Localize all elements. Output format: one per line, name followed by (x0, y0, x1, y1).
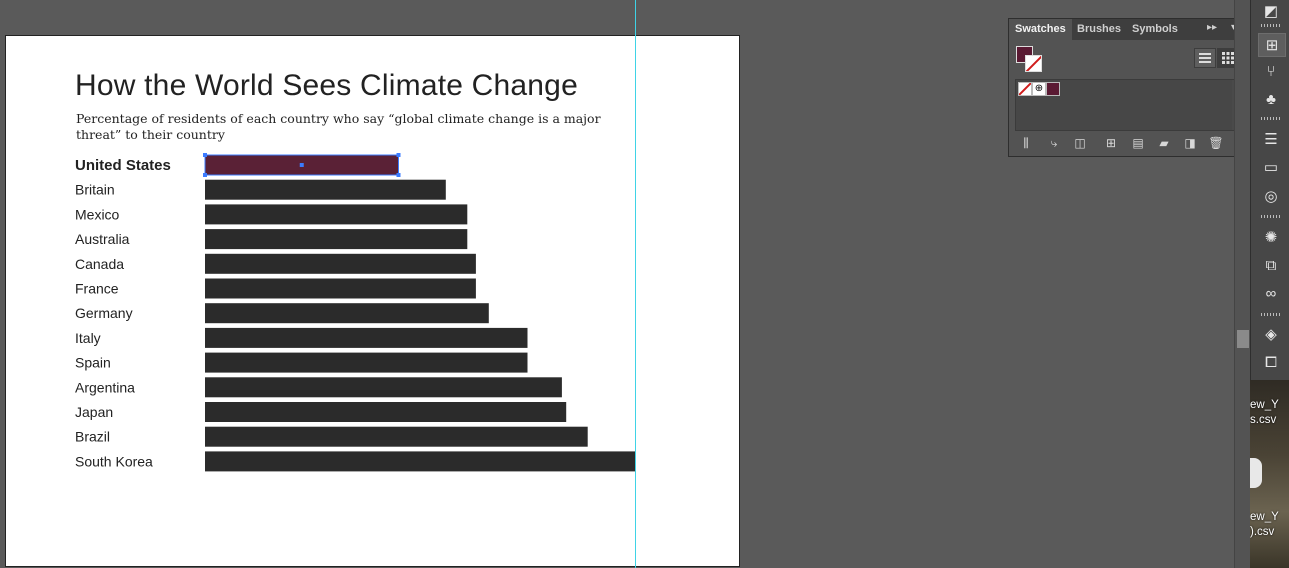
category-label[interactable]: South Korea (75, 453, 153, 469)
category-label[interactable]: Japan (75, 404, 113, 420)
symbols-icon[interactable]: ♣ (1266, 90, 1276, 108)
selection-handle[interactable] (299, 163, 304, 167)
color-group-icon[interactable]: ▤ (1132, 136, 1144, 150)
bar[interactable] (205, 451, 635, 472)
category-label[interactable]: Britain (75, 182, 115, 198)
category-label[interactable]: United States (75, 157, 171, 174)
category-label[interactable]: Mexico (75, 206, 120, 222)
swatch-options-icon[interactable]: ⊞ (1105, 136, 1117, 150)
new-color-group-icon[interactable]: ▰ (1159, 136, 1169, 150)
bar[interactable] (205, 204, 468, 225)
artboard[interactable]: How the World Sees Climate Change Percen… (5, 35, 740, 567)
bar[interactable] (205, 402, 567, 422)
file-icon[interactable] (1250, 458, 1262, 488)
collapse-panel-icon[interactable]: ▸▸ (1207, 22, 1218, 33)
selection-bounding-box[interactable] (204, 154, 399, 176)
swatches-icon[interactable]: ⊞ (1258, 33, 1286, 57)
layers-icon[interactable]: ◈ (1265, 326, 1277, 343)
selection-handle[interactable] (203, 173, 207, 177)
new-swatch-icon[interactable]: ◨ (1184, 136, 1196, 150)
bar[interactable] (205, 253, 476, 274)
brushes-icon[interactable]: ⑂ (1266, 62, 1276, 80)
swatches-panel: Swatches Brushes Symbols ▸▸ ▾☰ ⊕ ▲▼ ⫼ ⤷ … (1008, 18, 1250, 157)
chart-title[interactable]: How the World Sees Climate Change (75, 69, 578, 102)
swatch-list: ⊕ ▲▼ (1015, 79, 1244, 131)
panel-footer: ⫼ ⤷ ◫ ⊞ ▤ ▰ ◨ 🗑 (1009, 131, 1249, 155)
dock-grip[interactable] (1261, 313, 1281, 316)
bar[interactable] (205, 327, 528, 348)
stroke-color-swatch[interactable] (1025, 55, 1042, 72)
vertical-guide[interactable] (635, 0, 636, 568)
category-label[interactable]: Brazil (75, 429, 110, 445)
graphic-styles-icon[interactable]: ⧉ (1265, 256, 1277, 274)
swatch-none[interactable] (1018, 82, 1032, 96)
scrollbar-thumb[interactable] (1237, 330, 1249, 348)
bar[interactable] (205, 303, 489, 324)
bar[interactable] (205, 377, 562, 398)
swatch-libraries-menu-icon[interactable]: ⫼ (1023, 136, 1029, 150)
bar[interactable] (205, 179, 446, 200)
category-label[interactable]: Canada (75, 256, 124, 272)
panel-dock: ◩ ⊞ ⑂ ♣ ☰ ▭ ◎ ✺ ⧉ ∞ ◈ ⧠ (1250, 0, 1289, 380)
delete-swatch-icon[interactable]: 🗑 (1208, 136, 1224, 150)
category-label[interactable]: Argentina (75, 379, 135, 395)
selection-handle[interactable] (396, 173, 401, 177)
bar[interactable] (205, 352, 528, 373)
panel-tab-bar: Swatches Brushes Symbols ▸▸ ▾☰ (1009, 19, 1249, 40)
bar[interactable] (205, 278, 476, 299)
selection-handle[interactable] (203, 153, 207, 157)
swatch-registration[interactable]: ⊕ (1032, 82, 1046, 96)
cc-libraries-icon[interactable]: ∞ (1265, 284, 1277, 302)
tab-brushes[interactable]: Brushes (1077, 23, 1122, 35)
category-label[interactable]: Italy (75, 330, 101, 346)
transparency-icon[interactable]: ◎ (1264, 188, 1278, 205)
appearance-icon[interactable]: ✺ (1264, 229, 1278, 246)
show-swatch-kinds-icon[interactable]: ◫ (1074, 136, 1086, 150)
desktop-file-label[interactable]: ew_Y s.csv (1250, 399, 1279, 426)
bar-chart[interactable]: United States Britain Mexico Australia Canad… (6, 36, 739, 566)
dock-grip[interactable] (1261, 24, 1281, 27)
category-label[interactable]: Germany (75, 305, 133, 321)
place-swatch-icon[interactable]: ⤷ (1050, 136, 1058, 150)
tab-symbols[interactable]: Symbols (1132, 23, 1178, 35)
category-label[interactable]: Spain (75, 355, 111, 371)
bar[interactable] (205, 229, 468, 250)
dock-grip[interactable] (1261, 117, 1281, 120)
chart-subtitle[interactable]: Percentage of residents of each country … (76, 111, 601, 142)
category-label[interactable]: Australia (75, 231, 130, 247)
bar[interactable] (205, 426, 588, 447)
gradient-icon[interactable]: ◩ (1263, 3, 1279, 20)
selection-handle[interactable] (396, 153, 401, 157)
desktop-file-label[interactable]: ew_Y).csv (1250, 511, 1279, 538)
tab-swatches[interactable]: Swatches (1009, 19, 1072, 40)
list-view-icon[interactable] (1194, 48, 1216, 68)
swatch-maroon[interactable] (1046, 82, 1060, 96)
stroke-icon[interactable]: ☰ (1264, 131, 1278, 148)
artboards-icon[interactable]: ⧠ (1264, 353, 1277, 371)
dock-grip[interactable] (1261, 215, 1281, 218)
desktop-background: ew_Y s.csv ew_Y).csv (1250, 380, 1289, 568)
gradient-panel-icon[interactable]: ▭ (1263, 159, 1279, 176)
category-label[interactable]: France (75, 281, 119, 297)
canvas-vertical-scrollbar[interactable] (1234, 0, 1251, 568)
